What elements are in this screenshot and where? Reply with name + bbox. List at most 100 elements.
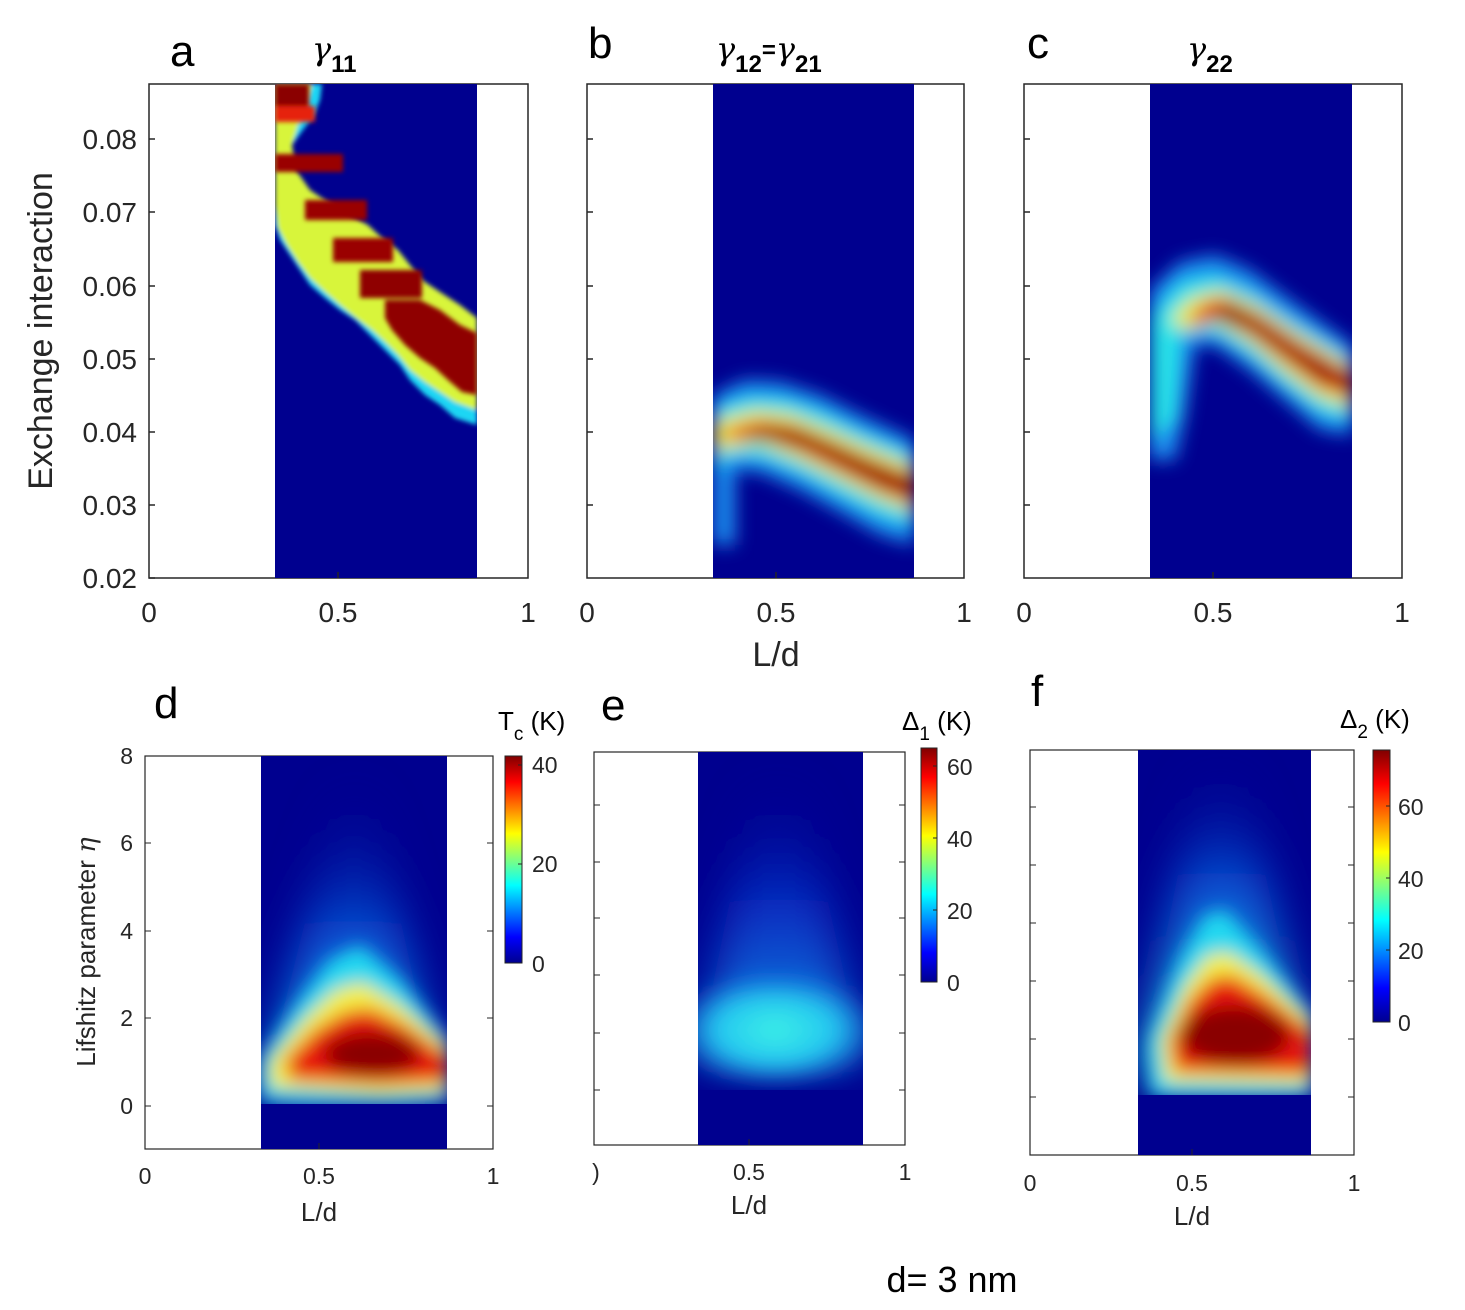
panel-b-title: γ12=γ21 — [716, 30, 822, 78]
top-xlabel: L/d — [752, 636, 799, 674]
panel-f: f 0 0.5 1 L/d 0 — [1024, 667, 1424, 1231]
top-yticks-bc — [587, 138, 1030, 506]
panel-a-heatmap — [275, 84, 477, 578]
panel-c-title: γ22 — [1187, 30, 1233, 78]
ytick-label: 0.07 — [83, 197, 138, 228]
colorbar-e-gradient — [920, 747, 938, 983]
top-xticks: 0 0.5 1 0 0.5 1 0 0.5 1 — [141, 572, 1410, 628]
panel-c-band — [1150, 255, 1352, 460]
panel-b-band-red — [725, 420, 914, 505]
panel-d-peak — [261, 945, 447, 1100]
cbtick-label: 40 — [947, 826, 973, 852]
xtick-label-b-05: 0.5 — [757, 597, 796, 628]
ytick-label: 0.05 — [83, 344, 138, 375]
colorbar-f-gradient — [1372, 749, 1391, 1023]
cbtick-label: 0 — [1398, 1010, 1411, 1036]
panel-b-heatmap — [713, 84, 914, 578]
panel-d-yticks: 0 2 4 6 8 — [120, 743, 493, 1119]
xtick-label: 0.5 — [303, 1163, 335, 1189]
panel-a-band-hot — [275, 84, 477, 395]
xtick-label: ) — [592, 1159, 600, 1185]
xtick-label: 0 — [139, 1163, 152, 1189]
panel-c-band-core — [1205, 303, 1352, 390]
panel-d-bottom-band — [261, 1104, 447, 1149]
panel-e-bottom-band — [698, 1090, 863, 1145]
panel-a-hot-6 — [360, 270, 422, 298]
ytick-label: 0.06 — [83, 271, 138, 302]
ytick-label: 0 — [120, 1093, 133, 1119]
xtick-label: 0.5 — [1176, 1170, 1208, 1196]
xtick-label-b-0: 0 — [579, 597, 595, 628]
xtick-label: 0 — [1024, 1170, 1037, 1196]
panel-d-level-core — [324, 1032, 420, 1076]
xtick-label: 1 — [487, 1163, 500, 1189]
xtick-label-c-05: 0.5 — [1194, 597, 1233, 628]
panel-f-xlabel: L/d — [1174, 1201, 1210, 1231]
panel-f-level-core — [1180, 1005, 1290, 1065]
panel-f-bottom-band — [1138, 1095, 1311, 1155]
ytick-label: 0.03 — [83, 490, 138, 521]
xtick-label-a-05: 0.5 — [319, 597, 358, 628]
panel-f-xticks: 0 0.5 1 — [1024, 1149, 1361, 1196]
panel-a-hot-2 — [275, 106, 315, 122]
panel-f-letter: f — [1031, 667, 1044, 716]
cbtick-label: 20 — [532, 851, 558, 877]
xtick-label: 0.5 — [733, 1159, 765, 1185]
panel-f-colorbar: 0 20 40 60 Δ2 (K) — [1340, 704, 1424, 1036]
panel-e-colorbar: 0 20 40 60 Δ1 (K) — [902, 706, 973, 996]
ytick-label: 0.08 — [83, 124, 138, 155]
panel-a-hot-7 — [385, 300, 477, 395]
panel-a-letter: a — [170, 27, 195, 76]
cbtick-label: 60 — [947, 754, 973, 780]
xtick-label-a-1: 1 — [520, 597, 536, 628]
xtick-label: 1 — [1348, 1170, 1361, 1196]
cbtick-label: 40 — [1398, 866, 1424, 892]
xtick-label-c-0: 0 — [1016, 597, 1032, 628]
panel-f-heatmap — [1138, 750, 1311, 1155]
panel-e-heatmap — [698, 752, 863, 1145]
panel-a-hot-1 — [275, 84, 309, 106]
panel-b-band-core — [745, 426, 914, 498]
xtick-label-a-0: 0 — [141, 597, 157, 628]
cbtick-label: 20 — [1398, 938, 1424, 964]
cbtick-label: 0 — [947, 970, 960, 996]
panel-d: d 0 2 4 6 8 0 0.5 1 L/d Lifshitz paramet… — [71, 679, 565, 1227]
panel-a-hot-4 — [305, 200, 367, 220]
panel-c-band-yellow — [1170, 290, 1352, 408]
cbtick-label: 40 — [532, 752, 558, 778]
xtick-label-b-1: 1 — [956, 597, 972, 628]
footer-caption: d= 3 nm — [886, 1259, 1017, 1300]
panel-e-core — [698, 972, 863, 1088]
panel-d-xlabel: L/d — [301, 1197, 337, 1227]
ytick-label: 6 — [120, 830, 133, 856]
panel-d-xticks: 0 0.5 1 — [139, 1143, 500, 1189]
panel-a-hot-3 — [275, 154, 343, 172]
bottom-ylabel: Lifshitz parameter η — [71, 837, 102, 1067]
cbtick-label: 60 — [1398, 794, 1424, 820]
panel-a: a γ11 — [148, 27, 529, 579]
panel-d-letter: d — [154, 679, 178, 728]
top-row-axes: 0.02 0.03 0.04 0.05 0.06 0.07 0.08 — [22, 124, 1410, 674]
panel-f-yticks — [1030, 806, 1354, 1098]
panel-d-colorbar: 0 20 40 Tc (K) — [498, 706, 565, 977]
top-ylabel: Exchange interaction — [22, 172, 60, 490]
cbtick-label: 0 — [532, 951, 545, 977]
panel-b-letter: b — [588, 19, 612, 68]
ytick-label: 0.04 — [83, 417, 138, 448]
colorbar-d-label: Tc (K) — [498, 706, 565, 745]
panel-f-peak — [1150, 910, 1311, 1095]
xtick-label-c-1: 1 — [1394, 597, 1410, 628]
panel-c-letter: c — [1027, 19, 1049, 68]
panel-b-band — [713, 380, 914, 545]
xtick-label: 1 — [899, 1159, 912, 1185]
panel-a-hot-5 — [333, 238, 393, 262]
panel-e-letter: e — [601, 681, 625, 730]
ytick-label: 0.02 — [83, 563, 138, 594]
cbtick-label: 20 — [947, 898, 973, 924]
panel-e: e ) 0.5 1 L/d 0 — [592, 681, 972, 1220]
panel-e-xticks: ) 0.5 1 — [592, 1139, 911, 1185]
colorbar-e-label: Δ1 (K) — [902, 706, 972, 745]
top-yticks-a: 0.02 0.03 0.04 0.05 0.06 0.07 0.08 — [83, 124, 155, 594]
panel-e-yticks — [594, 804, 905, 1091]
